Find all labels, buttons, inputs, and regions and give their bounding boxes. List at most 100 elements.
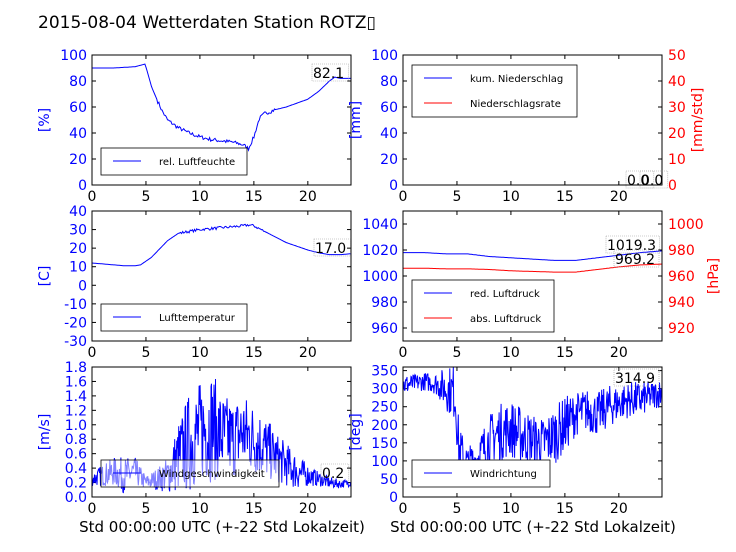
y-tick-label: 20 — [69, 152, 87, 168]
y-tick-label: 250 — [371, 400, 398, 416]
plot-frame — [402, 210, 663, 342]
value-box — [605, 235, 660, 254]
x-tick-label: 5 — [141, 345, 150, 361]
legend-label: rel. Luftfeuchte — [159, 157, 235, 168]
y-tick-label: 40 — [69, 204, 87, 220]
x-tick-label: 5 — [452, 501, 461, 517]
x-tick-label: 5 — [141, 501, 150, 517]
y-tick-label: -20 — [64, 315, 87, 331]
y-tick-label: 60 — [69, 100, 87, 116]
y-tick-label-right: 920 — [668, 321, 695, 337]
plot-frame — [402, 54, 663, 186]
x-tick-label: 10 — [502, 189, 520, 205]
legend-box — [411, 279, 555, 333]
windspeed-panel: 0 5 10 15 200.00.20.40.60.81.01.21.41.61.8[m… — [37, 360, 352, 517]
current-value-label: 0.0 — [627, 173, 649, 189]
y-tick-label: 0 — [78, 178, 87, 194]
y-tick-label: 960 — [371, 321, 398, 337]
legend-label: Windrichtung — [470, 469, 537, 480]
y-tick-label: 0.4 — [65, 461, 87, 477]
y-tick-label: 0.8 — [65, 432, 87, 448]
y-tick-label-right: 1000 — [668, 217, 704, 233]
y-tick-label: 0 — [389, 178, 398, 194]
y-tick-label: 1020 — [362, 243, 398, 259]
x-tick-label: 15 — [556, 501, 574, 517]
value-box — [613, 249, 660, 268]
y-tick-label-right: 10 — [668, 152, 686, 168]
x-axis-label-right: Std 00:00:00 UTC (+-22 Std Lokalzeit) — [390, 518, 676, 536]
current-value-label: 1019.3 — [607, 238, 656, 254]
x-tick-label: 10 — [191, 345, 209, 361]
temperature-panel: 0 5 10 15 20 -30 -20 -10 0 10 20 30 40 [C] Lufttempera… — [37, 204, 352, 361]
winddir-panel: 0 5 10 15 20050100150200250300350[deg]Windri… — [348, 364, 663, 517]
y-axis-label: [%] — [37, 108, 53, 132]
y-axis-label-right: [mm/std] — [690, 88, 706, 153]
x-tick-label: 0 — [88, 189, 97, 205]
legend-label: abs. Luftdruck — [470, 314, 541, 325]
y-tick-label: 80 — [69, 74, 87, 90]
y-tick-label: 300 — [371, 382, 398, 398]
value-box — [320, 463, 350, 482]
y-tick-label: 100 — [60, 48, 87, 64]
y-axis-label: [C] — [37, 266, 53, 287]
y-tick-label: 1.8 — [65, 360, 87, 376]
y-tick-label: 30 — [69, 223, 87, 239]
y-tick-label: 10 — [69, 260, 87, 276]
plot-frame — [402, 366, 663, 498]
plot-frame — [91, 210, 352, 342]
x-tick-label: 15 — [245, 189, 263, 205]
series-line — [403, 250, 663, 261]
value-box — [311, 63, 349, 82]
x-axis-label-left: Std 00:00:00 UTC (+-22 Std Lokalzeit) — [79, 518, 365, 536]
x-tick-label: 5 — [141, 189, 150, 205]
y-tick-label: 0 — [78, 278, 87, 294]
current-value-label: 969.2 — [615, 252, 655, 268]
current-value-label: 17.0 — [315, 241, 346, 257]
y-tick-label: 0.0 — [65, 490, 87, 506]
x-tick-label: 0 — [88, 501, 97, 517]
y-tick-label: 1000 — [362, 269, 398, 285]
y-tick-label-right: 980 — [668, 243, 695, 259]
x-tick-label: 15 — [556, 345, 574, 361]
y-tick-label: 0.6 — [65, 447, 87, 463]
y-tick-label-right: 40 — [668, 74, 686, 90]
y-tick-label: 350 — [371, 364, 398, 380]
y-tick-label: 1.0 — [65, 418, 87, 434]
x-tick-label: 0 — [88, 345, 97, 361]
y-tick-label: 1.2 — [65, 403, 87, 419]
y-tick-label: 50 — [380, 472, 398, 488]
y-tick-label: 0.2 — [65, 476, 87, 492]
x-tick-label: 15 — [245, 345, 263, 361]
value-box — [313, 238, 351, 257]
y-tick-label-right: 50 — [668, 48, 686, 64]
legend-label: Windgeschwindigkeit — [159, 469, 265, 480]
legend-label: Lufttemperatur — [159, 313, 236, 324]
x-tick-label: 10 — [191, 501, 209, 517]
series-line — [402, 367, 663, 482]
y-axis-label: [mm] — [348, 101, 364, 139]
value-box — [613, 368, 660, 387]
y-tick-label: 150 — [371, 436, 398, 452]
y-tick-label: 80 — [380, 74, 398, 90]
y-axis-label: [m/s] — [37, 414, 53, 451]
precip-panel: 0 5 10 15 20 0 20 40 60 80 100 0 10 20 30 40 50 [mm] [mm/s… — [348, 48, 706, 205]
y-tick-label: 60 — [380, 100, 398, 116]
x-tick-label: 20 — [610, 189, 628, 205]
value-box — [639, 170, 669, 189]
y-tick-label: 20 — [69, 241, 87, 257]
x-tick-label: 5 — [452, 345, 461, 361]
x-tick-label: 10 — [502, 501, 520, 517]
x-tick-label: 20 — [610, 345, 628, 361]
y-tick-label: -30 — [64, 334, 87, 350]
figure-title: 2015-08-04 Wetterdaten Station ROTZ▯ — [38, 13, 376, 33]
y-tick-label-right: 940 — [668, 295, 695, 311]
current-value-label: 82.1 — [313, 66, 344, 82]
y-tick-label: 100 — [371, 48, 398, 64]
y-tick-label-right: 30 — [668, 100, 686, 116]
y-tick-label: 40 — [69, 126, 87, 142]
legend-label: red. Luftdruck — [470, 289, 540, 300]
x-tick-label: 0 — [399, 189, 408, 205]
series-line — [91, 378, 352, 494]
y-tick-label: 200 — [371, 418, 398, 434]
y-tick-label-right: 960 — [668, 269, 695, 285]
